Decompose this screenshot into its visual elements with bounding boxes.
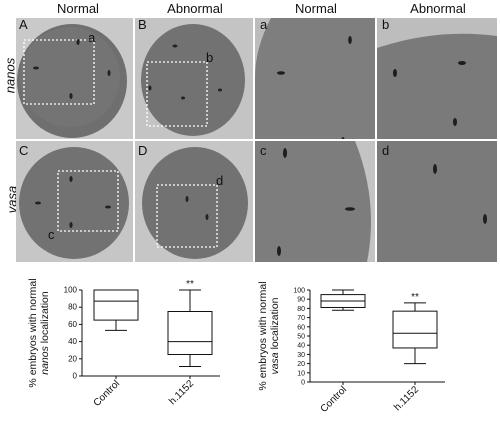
y-axis-label-gene: nanos <box>39 345 51 374</box>
panel-label-a: a <box>260 17 268 32</box>
y-axis-label-rest: localization <box>39 291 51 346</box>
inset-label-b: b <box>206 50 214 65</box>
y-tick-label: 40 <box>297 343 305 350</box>
y-axis-label-line2: nanos localization <box>39 291 51 375</box>
x-tick-label: Control <box>319 384 350 415</box>
significance-marker: ** <box>186 279 194 290</box>
panel-label-B: B <box>138 17 147 32</box>
panel-label-D: D <box>138 143 148 158</box>
panel-B-image <box>135 18 253 139</box>
y-tick-label: 40 <box>68 337 77 346</box>
y-tick-label: 80 <box>297 306 305 313</box>
y-axis-label-line1: % embryos with normal <box>257 281 269 390</box>
box <box>167 311 213 355</box>
panel-c-image <box>255 141 375 262</box>
header-abnormal-2: Abnormal <box>410 1 466 16</box>
y-tick-label: 30 <box>297 352 305 359</box>
box-chart-E: 0 20 40 60 80 100 Control h.1152 ** % embryos wit… <box>0 268 250 422</box>
y-tick-label: 60 <box>68 320 77 329</box>
y-tick-label: 100 <box>293 288 305 295</box>
panel-a-image <box>255 18 375 139</box>
y-tick-label: 20 <box>68 354 77 363</box>
y-tick-label: 80 <box>68 303 77 312</box>
x-tick-label: Control <box>92 378 123 409</box>
inset-label-a: a <box>88 30 96 45</box>
y-axis-label-line1: % embryos with normal <box>27 278 39 387</box>
box <box>93 289 139 321</box>
y-tick-label: 10 <box>297 370 305 377</box>
y-tick-label: 20 <box>297 361 305 368</box>
panel-label-d: d <box>382 143 390 158</box>
y-tick-label: 100 <box>64 286 78 295</box>
panel-C-image <box>16 141 133 262</box>
x-tick-label: h.1152 <box>392 384 421 413</box>
panel-A-image <box>16 18 133 139</box>
y-tick-label: 60 <box>297 324 305 331</box>
y-tick-label: 0 <box>73 372 78 381</box>
panel-label-b: b <box>382 17 390 32</box>
panel-label-c: c <box>260 143 267 158</box>
significance-marker: ** <box>411 292 419 303</box>
y-tick-label: 90 <box>297 297 305 304</box>
box <box>392 310 438 349</box>
box-chart-F: 0 10 20 30 40 50 60 70 80 90 100 Control h.1152 ** % e… <box>250 268 500 422</box>
y-axis-label-gene: vasa <box>269 352 281 374</box>
inset-label-d: d <box>216 173 224 188</box>
header-abnormal-1: Abnormal <box>167 1 223 16</box>
y-axis-label-line2: vasa localization <box>269 297 281 374</box>
inset-label-c: c <box>48 227 55 242</box>
header-normal-2: Normal <box>295 1 337 16</box>
box-chart-E-svg: 0 20 40 60 80 100 Control h.1152 ** % embryos wit… <box>27 278 220 409</box>
y-axis-label-rest: localization <box>269 297 281 352</box>
y-tick-label: 50 <box>297 334 305 341</box>
panel-d-image <box>377 141 497 262</box>
x-tick-label: h.1152 <box>167 378 196 407</box>
panel-D-image <box>135 141 253 262</box>
panel-label-C: C <box>19 143 29 158</box>
y-tick-label: 0 <box>301 380 305 387</box>
panel-label-A: A <box>19 17 28 32</box>
header-normal-1: Normal <box>57 1 99 16</box>
panel-b-image <box>377 18 497 139</box>
box-chart-F-svg: 0 10 20 30 40 50 60 70 80 90 100 Control h.1152 ** % e… <box>257 281 445 415</box>
y-tick-label: 70 <box>297 315 305 322</box>
